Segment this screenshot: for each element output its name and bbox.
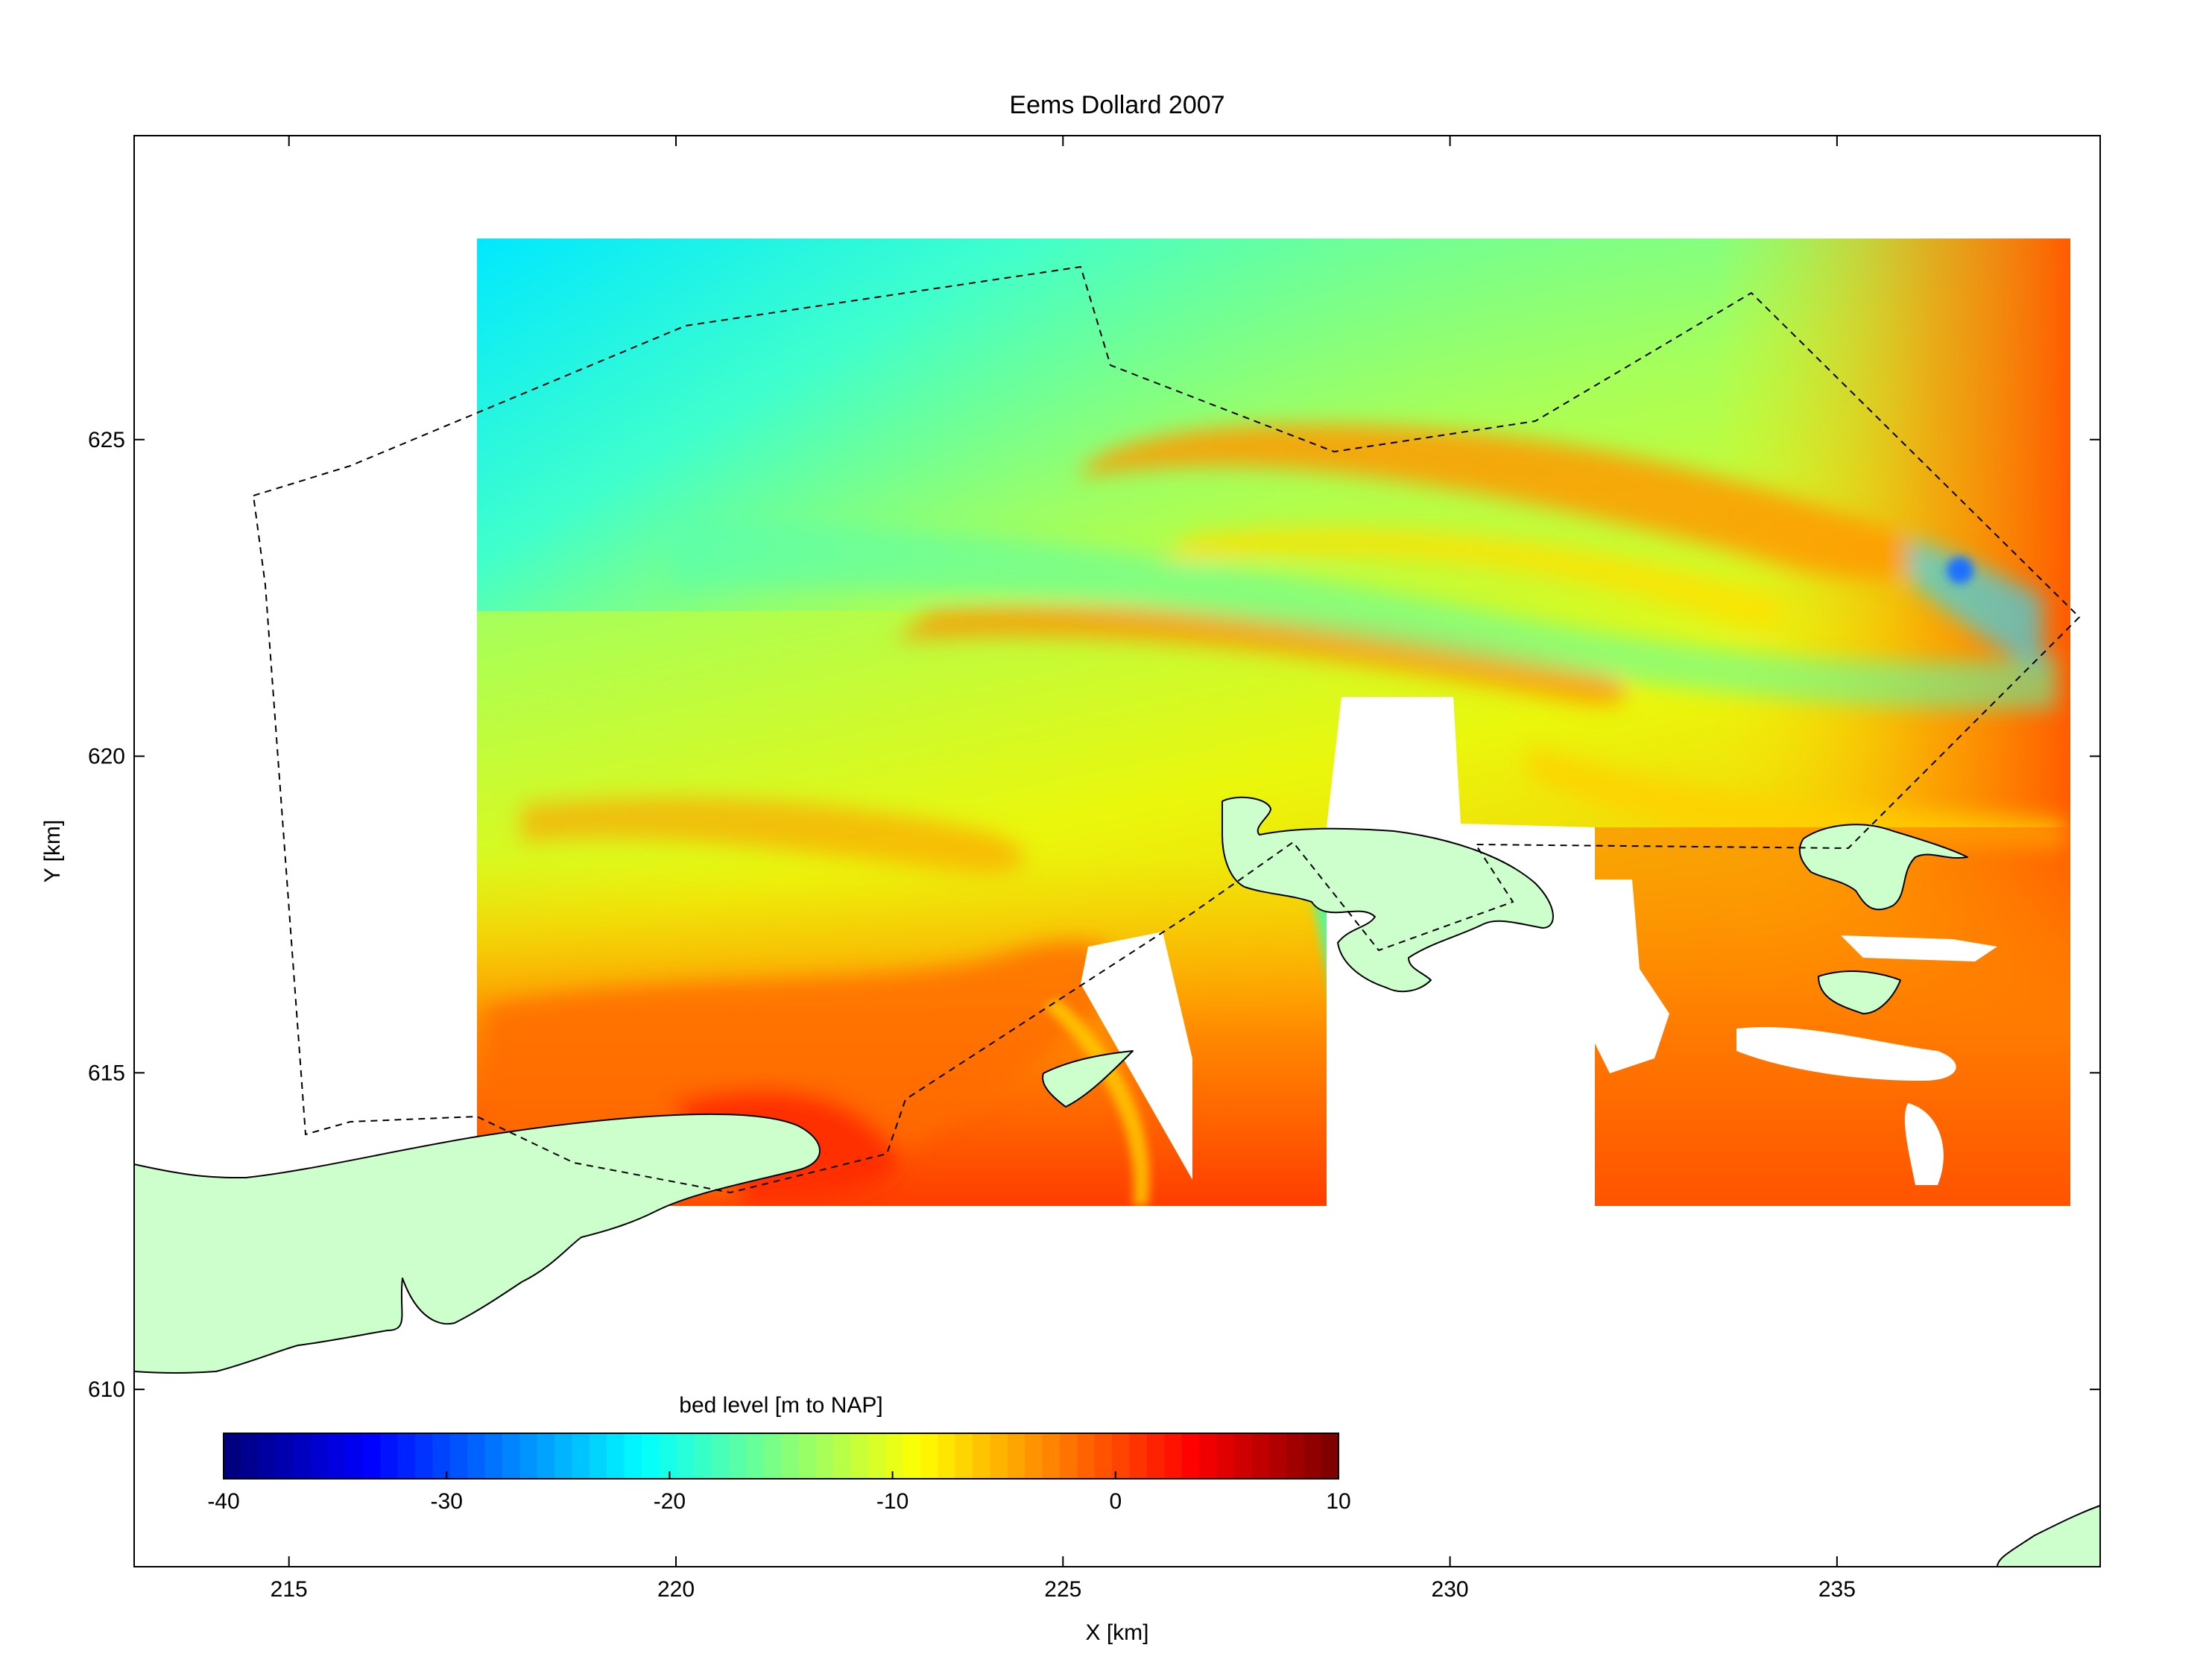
land-small-island xyxy=(1042,1050,1134,1108)
colorbar-label: bed level [m to NAP] xyxy=(679,1393,882,1418)
colorbar-tick-label: -30 xyxy=(431,1489,463,1514)
model-boundary xyxy=(252,265,2081,1194)
y-tick-label: 625 xyxy=(88,428,125,452)
x-tick-label: 225 xyxy=(1044,1577,1081,1602)
x-axis-label: X [km] xyxy=(1085,1620,1148,1645)
colorbar-tick-label: 10 xyxy=(1326,1489,1350,1514)
land-rottumeroog xyxy=(1221,796,1554,993)
colorbar-gradient xyxy=(223,1433,1339,1480)
x-tick-label: 235 xyxy=(1818,1577,1856,1602)
land-east-islet xyxy=(1818,970,1901,1014)
x-tick-label: 215 xyxy=(271,1577,308,1602)
y-tick-label: 615 xyxy=(88,1061,125,1085)
colorbar-tick-label: -40 xyxy=(207,1489,239,1514)
colorbar: bed level [m to NAP] -40 -30 -20 -10 0 10 xyxy=(207,1393,1350,1514)
x-tick-label: 230 xyxy=(1432,1577,1469,1602)
y-axis-label: Y [km] xyxy=(40,820,65,882)
y-tick-label: 610 xyxy=(88,1377,125,1402)
y-tick-label: 620 xyxy=(88,745,125,769)
colorbar-tick-label: 0 xyxy=(1109,1489,1122,1514)
colorbar-ticks: -40 -30 -20 -10 0 10 xyxy=(207,1471,1351,1514)
x-axis: 210215220225230235 xyxy=(271,136,1856,1602)
colorbar-tick-label: -10 xyxy=(876,1489,908,1514)
no-data-areas xyxy=(1595,880,1997,1185)
x-tick-label: 220 xyxy=(657,1577,695,1602)
y-axis: 610 615 620 625 xyxy=(88,428,2100,1402)
land-west-coast xyxy=(133,1113,821,1374)
colorbar-tick-label: -20 xyxy=(654,1489,686,1514)
land-east-island xyxy=(1798,824,1968,911)
chart-title: Eems Dollard 2007 xyxy=(1009,91,1224,119)
land-areas xyxy=(133,796,2101,1567)
land-southeast-corner xyxy=(1997,1505,2101,1567)
